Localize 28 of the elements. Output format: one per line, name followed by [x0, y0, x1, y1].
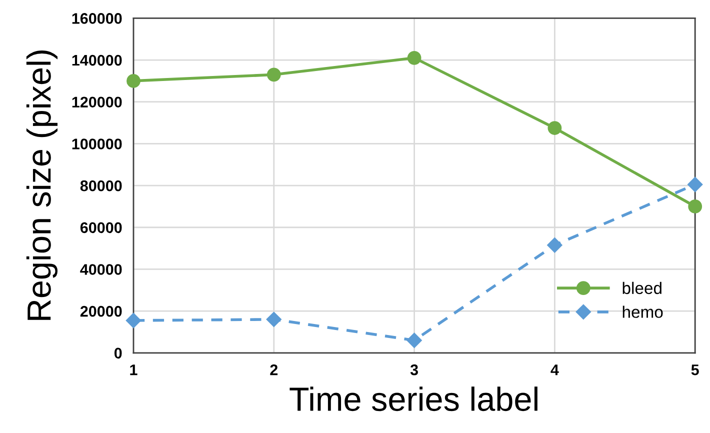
- y-tick-label: 160000: [72, 13, 122, 24]
- point: [407, 50, 422, 65]
- y-tick-label: 120000: [72, 96, 122, 108]
- y-tick-label: 40000: [80, 264, 122, 275]
- x-axis-title: Time series label: [290, 386, 538, 412]
- legend-label: bleed: [622, 282, 662, 294]
- legend-label: hemo: [622, 306, 663, 318]
- x-tick-label: 5: [691, 364, 699, 376]
- y-axis-title: Region size (pixel): [26, 50, 58, 320]
- point: [126, 312, 142, 328]
- y-tick-label: 140000: [72, 54, 122, 66]
- point: [547, 238, 562, 253]
- y-tick-label: 100000: [72, 138, 122, 150]
- y-tick-label: 20000: [80, 306, 122, 317]
- y-tick-label: 60000: [80, 222, 122, 234]
- point: [688, 176, 703, 192]
- point: [126, 74, 140, 88]
- x-tick-label: 1: [130, 364, 138, 376]
- x-tick-label: 4: [550, 364, 559, 376]
- y-tick-label: 0: [114, 348, 122, 359]
- point: [266, 312, 282, 327]
- x-tick-label: 2: [270, 364, 278, 376]
- x-tick-label: 3: [410, 364, 418, 376]
- point: [266, 68, 281, 82]
- point: [688, 200, 702, 214]
- point: [406, 332, 422, 348]
- point: [548, 121, 562, 135]
- y-tick-label: 80000: [80, 180, 122, 192]
